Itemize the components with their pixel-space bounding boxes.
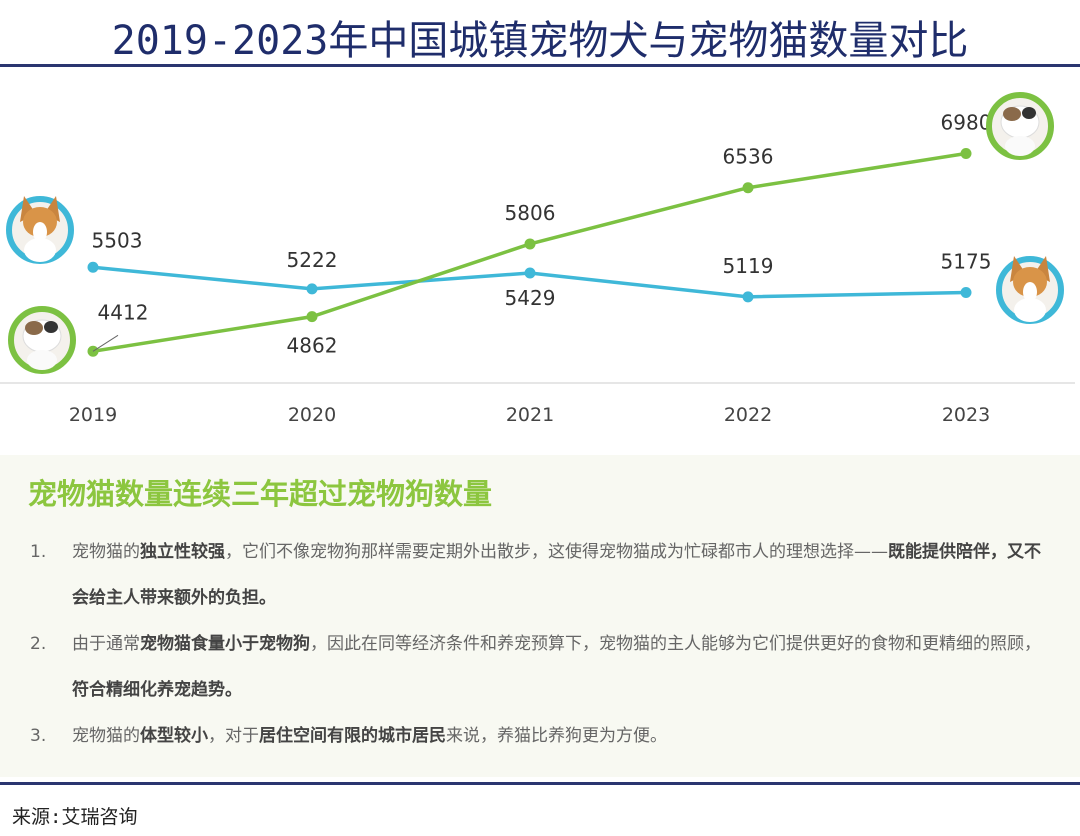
cat-data-label: 4862: [287, 334, 338, 358]
dog-data-point: [306, 283, 318, 295]
source-note: 来源:艾瑞咨询: [12, 806, 138, 828]
footer-divider: [0, 782, 1080, 785]
list-item: 3. 宠物猫的体型较小，对于居住空间有限的城市居民来说，养猫比养狗更为方便。: [30, 713, 1050, 759]
title-divider: [0, 64, 1080, 67]
item-text: 宠物猫的独立性较强，它们不像宠物狗那样需要定期外出散步，这使得宠物猫成为忙碌都市…: [72, 529, 1050, 621]
x-tick-label: 2023: [942, 404, 990, 426]
item-number: 2.: [30, 634, 47, 654]
dog-photo-icon: [6, 196, 74, 264]
leader-line: [92, 334, 119, 352]
cat-data-point: [524, 238, 536, 250]
body-text: ，对于: [208, 726, 259, 746]
body-text: 由于通常: [72, 634, 140, 654]
x-tick-label: 2021: [506, 404, 554, 426]
cat-data-point: [742, 182, 754, 194]
dog-data-label: 5119: [723, 254, 774, 278]
cat-data-label: 5806: [505, 201, 556, 225]
item-number: 3.: [30, 726, 47, 746]
list-item: 2. 由于通常宠物猫食量小于宠物狗，因此在同等经济条件和养宠预算下，宠物猫的主人能…: [30, 621, 1050, 713]
emphasis-text: 符合精细化养宠趋势。: [72, 680, 242, 700]
dog-data-label: 5429: [505, 286, 556, 310]
dog-data-label: 5222: [287, 248, 338, 272]
emphasis-text: 宠物猫食量小于宠物狗: [140, 634, 310, 654]
cat-photo-icon: [986, 92, 1054, 160]
body-text: 来说，养猫比养狗更为方便。: [446, 726, 667, 746]
emphasis-text: 居住空间有限的城市居民: [259, 726, 446, 746]
item-text: 由于通常宠物猫食量小于宠物狗，因此在同等经济条件和养宠预算下，宠物猫的主人能够为…: [72, 621, 1050, 713]
dog-data-label: 5175: [941, 250, 992, 274]
dog-data-point: [742, 291, 754, 303]
cat-data-point: [960, 148, 972, 160]
body-text: 宠物猫的: [72, 542, 140, 562]
body-text: 宠物猫的: [72, 726, 140, 746]
page-title: 2019-2023年中国城镇宠物犬与宠物猫数量对比: [111, 18, 969, 64]
emphasis-text: 体型较小: [140, 726, 208, 746]
line-chart: 2019 2020 2021 2022 2023 5503 5222 5429 5119 5175…: [0, 92, 1075, 426]
item-number: 1.: [30, 542, 47, 562]
emphasis-text: 独立性较强: [140, 542, 225, 562]
item-text: 宠物猫的体型较小，对于居住空间有限的城市居民来说，养猫比养狗更为方便。: [72, 713, 1050, 759]
list-item: 1. 宠物猫的独立性较强，它们不像宠物狗那样需要定期外出散步，这使得宠物猫成为忙碌…: [30, 529, 1050, 621]
dog-photo-icon: [996, 256, 1064, 324]
dog-data-label: 5503: [92, 228, 143, 252]
emphasis-text: 既能提供陪伴，又不会给主人带来额外的负担。: [72, 542, 1041, 608]
cat-photo-icon: [8, 306, 76, 374]
panel-heading: 宠物猫数量连续三年超过宠物狗数量: [28, 477, 493, 511]
cat-series-line: [92, 151, 967, 354]
cat-data-label: 6980: [941, 111, 992, 135]
body-text: ，它们不像宠物狗那样需要定期外出散步，这使得宠物猫成为忙碌都市人的理想选择——: [225, 542, 888, 562]
cat-data-label: 6536: [723, 145, 774, 169]
cat-data-point: [306, 311, 318, 323]
x-tick-label: 2020: [288, 404, 336, 426]
x-tick-label: 2019: [69, 404, 117, 426]
explanation-panel: 宠物猫数量连续三年超过宠物狗数量 1. 宠物猫的独立性较强，它们不像宠物狗那样需要…: [0, 455, 1080, 777]
x-tick-label: 2022: [724, 404, 772, 426]
cat-data-label: 4412: [98, 300, 149, 324]
body-text: ，因此在同等经济条件和养宠预算下，宠物猫的主人能够为它们提供更好的食物和更精细的…: [310, 634, 1041, 654]
dog-data-point: [960, 287, 972, 299]
dog-data-point: [524, 267, 536, 279]
dog-data-point: [87, 261, 99, 273]
